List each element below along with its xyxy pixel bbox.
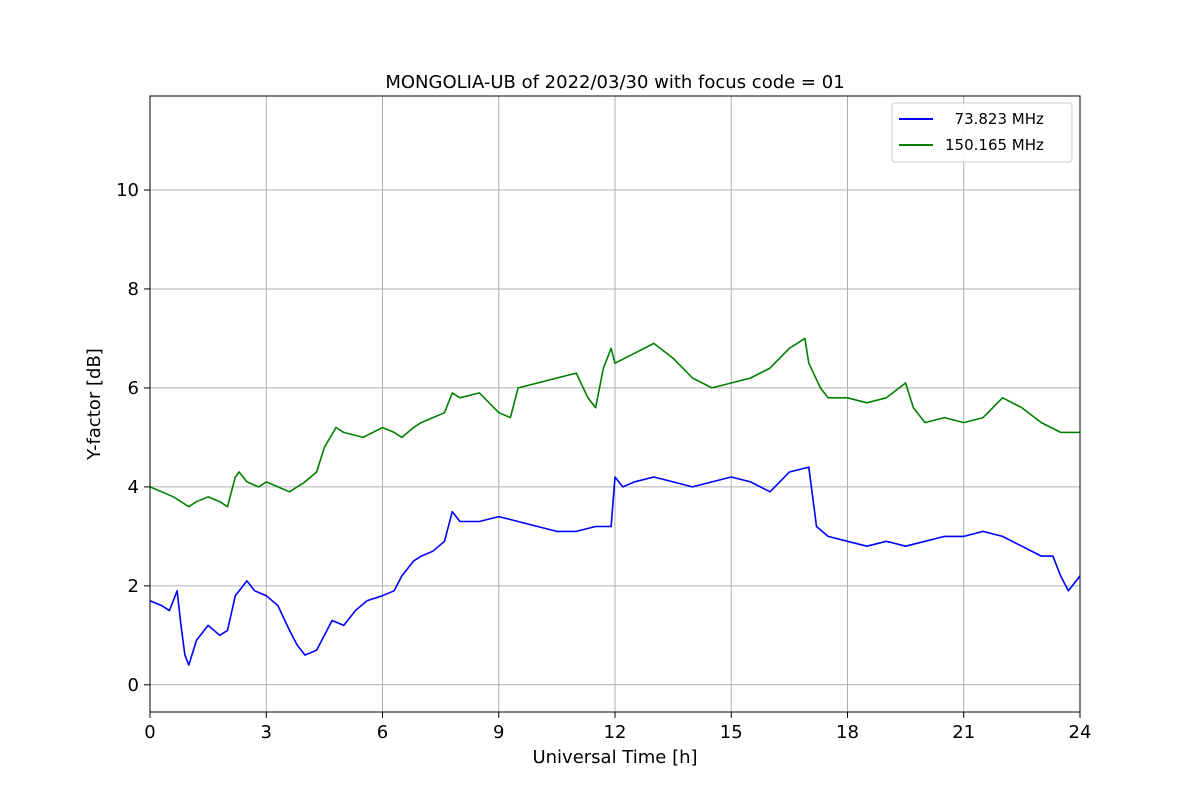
x-tick-label: 24 bbox=[1069, 722, 1092, 743]
x-tick-label: 9 bbox=[493, 722, 504, 743]
legend-label-150mhz: 150.165 MHz bbox=[945, 136, 1044, 154]
y-tick-label: 2 bbox=[128, 576, 139, 597]
x-tick-label: 6 bbox=[377, 722, 388, 743]
chart-title: MONGOLIA-UB of 2022/03/30 with focus cod… bbox=[385, 72, 844, 93]
y-tick-label: 6 bbox=[128, 378, 139, 399]
legend-box bbox=[891, 102, 1073, 163]
y-axis-title: Y-factor [dB] bbox=[84, 348, 105, 461]
x-tick-label: 15 bbox=[720, 722, 743, 743]
legend-label-73mhz: 73.823 MHz bbox=[945, 110, 1044, 128]
x-tick-label: 18 bbox=[836, 722, 859, 743]
y-tick-label: 4 bbox=[128, 477, 139, 498]
series-line-73mhz bbox=[150, 466, 1080, 666]
y-tick-label: 8 bbox=[128, 279, 139, 300]
y-tick-label: 10 bbox=[116, 180, 139, 201]
y-tick-label: 0 bbox=[128, 675, 139, 696]
x-tick-label: 12 bbox=[604, 722, 627, 743]
series-layer bbox=[150, 337, 1080, 666]
x-axis-title: Universal Time [h] bbox=[532, 747, 697, 768]
legend: 73.823 MHz 150.165 MHz bbox=[891, 102, 1073, 163]
series-line-150mhz bbox=[150, 337, 1080, 508]
x-tick-label: 0 bbox=[144, 722, 155, 743]
x-tick-label: 3 bbox=[261, 722, 272, 743]
x-tick-label: 21 bbox=[952, 722, 975, 743]
